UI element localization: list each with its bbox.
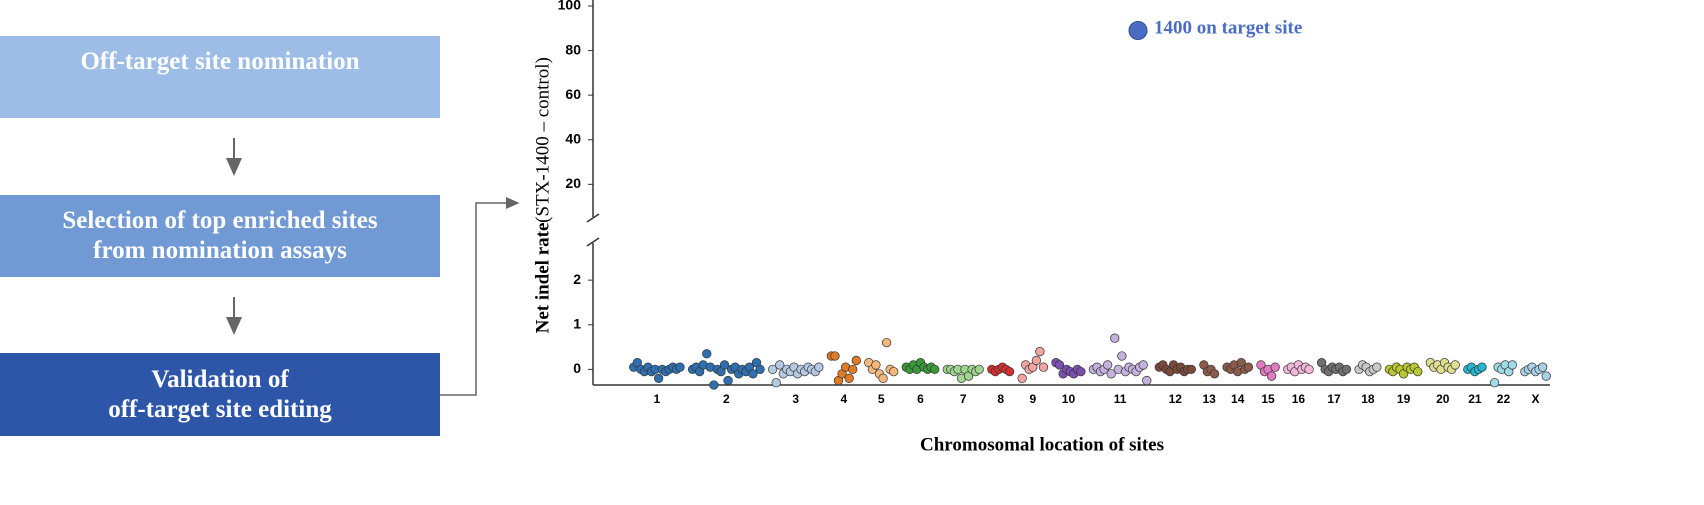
point	[881, 337, 892, 348]
point	[1372, 362, 1382, 372]
x-tick-label: 14	[1231, 392, 1245, 406]
point	[1243, 362, 1254, 372]
point	[1270, 362, 1280, 372]
point	[1541, 371, 1551, 381]
x-tick-label: 10	[1062, 392, 1076, 406]
point	[1017, 373, 1027, 383]
point	[1076, 366, 1086, 377]
step-box	[0, 353, 440, 436]
x-tick-label: 22	[1497, 392, 1511, 406]
point	[709, 380, 719, 390]
point	[1538, 362, 1548, 372]
on-target-point	[1128, 21, 1148, 41]
point	[748, 369, 758, 379]
point	[974, 364, 984, 375]
x-tick-label: 18	[1361, 392, 1375, 406]
y-tick-label: 2	[573, 271, 581, 287]
x-tick-label: 13	[1203, 392, 1217, 406]
y-tick-label: 40	[565, 130, 581, 146]
x-tick-label: 6	[917, 392, 924, 406]
x-tick-label: 17	[1327, 392, 1341, 406]
point	[1341, 364, 1352, 375]
x-tick-label: 5	[878, 392, 885, 406]
point	[1304, 364, 1314, 375]
x-tick-label: 8	[997, 392, 1004, 406]
point	[1450, 360, 1460, 370]
point	[1186, 364, 1196, 375]
point	[844, 373, 854, 383]
point	[1507, 360, 1517, 370]
connector	[440, 197, 520, 396]
point	[830, 351, 840, 361]
point	[889, 366, 899, 377]
x-tick-label: 1	[654, 392, 661, 406]
point	[1031, 355, 1041, 366]
point	[1054, 360, 1065, 370]
point	[675, 362, 685, 372]
point	[771, 378, 781, 388]
y-axis-label: Net indel rate	[532, 223, 553, 334]
point	[1142, 375, 1152, 386]
x-tick-label: 4	[840, 392, 847, 406]
y-axis-label: (STX-1400 – control)	[532, 57, 553, 223]
point	[1103, 360, 1113, 370]
point	[1138, 360, 1148, 370]
x-tick-label: 16	[1292, 392, 1306, 406]
point	[1106, 369, 1116, 379]
point	[1489, 378, 1500, 388]
y-tick-label: 1	[573, 315, 581, 331]
point	[1266, 371, 1277, 381]
x-tick-label: 20	[1436, 392, 1450, 406]
y-tick-label: 0	[573, 360, 581, 376]
x-tick-label: 9	[1029, 392, 1036, 406]
point	[775, 360, 785, 370]
point	[814, 362, 824, 372]
point	[1477, 362, 1487, 372]
point	[878, 373, 888, 383]
x-tick-label: 11	[1114, 392, 1127, 406]
x-tick-label: 19	[1397, 392, 1411, 406]
point	[702, 349, 712, 359]
point	[1035, 346, 1045, 357]
x-axis-label: Chromosomal location of sites	[920, 434, 1164, 455]
point	[1413, 366, 1423, 377]
axis-break	[586, 213, 600, 223]
x-tick-label: 21	[1468, 392, 1482, 406]
x-tick-label: 2	[723, 392, 730, 406]
x-tick-label: X	[1532, 392, 1540, 406]
step-text: Validation of off-target site editing	[108, 366, 332, 423]
point	[871, 360, 881, 370]
step-texts: Off-target site nomination Selection of t…	[62, 48, 378, 423]
point	[755, 364, 765, 375]
y-tick-label: 20	[565, 175, 581, 191]
point	[767, 364, 778, 375]
y-tick-label: 60	[565, 86, 581, 102]
y-tick-label: 80	[565, 41, 581, 57]
step-box	[0, 195, 440, 277]
axis-break	[586, 237, 600, 247]
point	[719, 360, 730, 370]
point	[851, 355, 861, 366]
point	[1110, 333, 1120, 343]
x-tick-label: 15	[1261, 392, 1275, 406]
x-tick-label: 7	[960, 392, 967, 406]
x-tick-label: 3	[792, 392, 799, 406]
x-tick-label: 12	[1169, 392, 1183, 406]
point	[1038, 362, 1049, 372]
point	[848, 364, 858, 375]
point	[1209, 369, 1220, 379]
step-text: Selection of top enriched sites from nomi…	[62, 207, 378, 264]
point	[1117, 351, 1127, 361]
point	[1004, 366, 1015, 377]
y-tick-label: 100	[558, 0, 582, 13]
point	[723, 375, 733, 386]
point	[654, 373, 664, 383]
step-box	[0, 36, 440, 118]
step-text: Off-target site nomination	[80, 48, 359, 75]
annotation: 1400 on target site	[1154, 17, 1302, 38]
point	[930, 364, 940, 375]
